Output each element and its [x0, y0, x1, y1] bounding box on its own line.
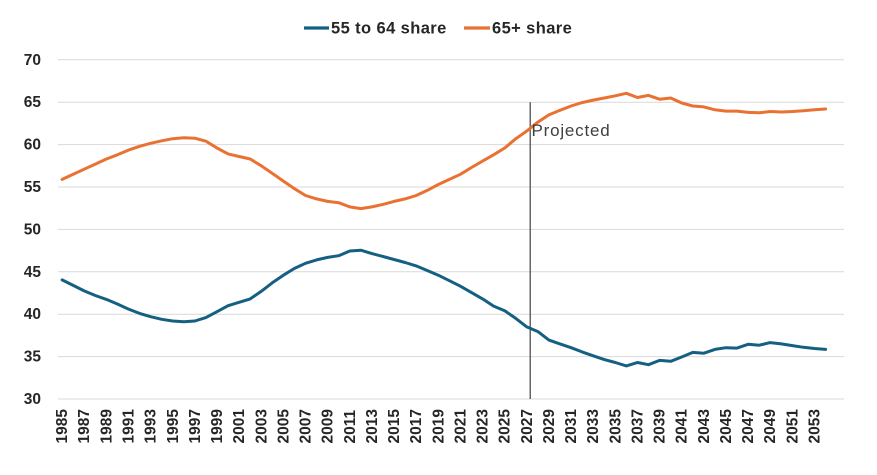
svg-text:50: 50 — [24, 221, 41, 238]
svg-text:2037: 2037 — [629, 409, 646, 443]
svg-text:2007: 2007 — [298, 409, 315, 443]
svg-text:1991: 1991 — [120, 409, 137, 444]
svg-text:2009: 2009 — [320, 409, 337, 444]
svg-text:55: 55 — [24, 179, 42, 196]
svg-text:2015: 2015 — [386, 409, 403, 444]
svg-text:1993: 1993 — [143, 409, 160, 444]
svg-text:2023: 2023 — [475, 409, 492, 444]
svg-text:2041: 2041 — [674, 409, 691, 444]
svg-text:2027: 2027 — [519, 409, 536, 443]
svg-text:2039: 2039 — [652, 409, 669, 444]
svg-text:2045: 2045 — [718, 409, 735, 444]
svg-text:2051: 2051 — [784, 409, 801, 444]
svg-text:1997: 1997 — [187, 409, 204, 443]
svg-text:45: 45 — [24, 264, 42, 281]
svg-text:2017: 2017 — [408, 409, 425, 443]
svg-text:2049: 2049 — [762, 409, 779, 444]
svg-text:2001: 2001 — [231, 409, 248, 444]
svg-text:40: 40 — [24, 306, 41, 323]
svg-text:65+ share: 65+ share — [492, 20, 572, 38]
svg-text:2021: 2021 — [452, 409, 469, 444]
svg-text:30: 30 — [24, 391, 41, 408]
svg-text:1989: 1989 — [98, 409, 115, 444]
svg-text:35: 35 — [24, 349, 42, 366]
svg-text:55 to 64 share: 55 to 64 share — [331, 20, 447, 38]
svg-text:2005: 2005 — [275, 409, 292, 444]
svg-text:2011: 2011 — [342, 409, 359, 443]
svg-text:2013: 2013 — [364, 409, 381, 444]
svg-text:1985: 1985 — [54, 409, 71, 444]
svg-text:2047: 2047 — [740, 409, 757, 443]
svg-text:1995: 1995 — [165, 409, 182, 444]
svg-text:Projected: Projected — [532, 121, 611, 140]
svg-text:65: 65 — [24, 94, 42, 111]
svg-text:2025: 2025 — [497, 409, 514, 444]
svg-text:2035: 2035 — [607, 409, 624, 444]
svg-text:70: 70 — [24, 52, 41, 69]
svg-text:2031: 2031 — [563, 409, 580, 444]
svg-text:1999: 1999 — [209, 409, 226, 444]
svg-text:60: 60 — [24, 137, 41, 154]
svg-text:2033: 2033 — [585, 409, 602, 444]
svg-text:2053: 2053 — [807, 409, 824, 444]
svg-text:2029: 2029 — [541, 409, 558, 444]
svg-text:2019: 2019 — [430, 409, 447, 444]
svg-text:2003: 2003 — [253, 409, 270, 444]
svg-text:2043: 2043 — [696, 409, 713, 444]
svg-text:1987: 1987 — [76, 409, 93, 443]
